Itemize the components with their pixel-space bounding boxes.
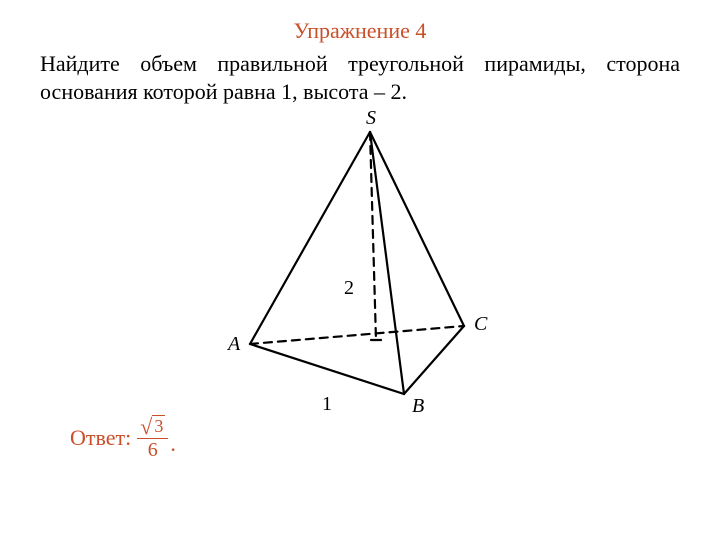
answer-period: . xyxy=(170,431,176,460)
svg-text:S: S xyxy=(366,110,376,129)
svg-text:1: 1 xyxy=(322,393,332,415)
surd-symbol: √ xyxy=(140,416,152,438)
radicand: 3 xyxy=(152,415,165,437)
fraction-denominator: 6 xyxy=(137,438,168,460)
exercise-title: Упражнение 4 xyxy=(40,18,680,44)
svg-text:2: 2 xyxy=(344,277,354,299)
sqrt: √ 3 xyxy=(140,415,165,437)
fraction-numerator: √ 3 xyxy=(137,415,168,438)
answer-fraction: √ 3 6 xyxy=(137,415,168,460)
figure-container: A B C S 2 1 xyxy=(40,110,680,425)
pyramid-figure: A B C S 2 1 xyxy=(210,110,510,420)
svg-text:A: A xyxy=(226,333,241,355)
svg-text:C: C xyxy=(474,313,488,335)
problem-statement: Найдите объем правильной треугольной пир… xyxy=(40,50,680,106)
svg-text:B: B xyxy=(412,395,424,417)
answer-label: Ответ: xyxy=(70,425,131,451)
